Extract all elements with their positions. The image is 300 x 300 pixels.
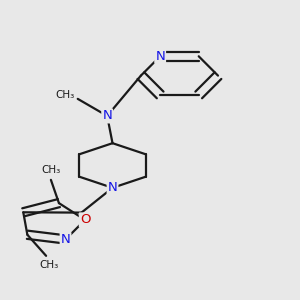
- Text: N: N: [155, 50, 165, 63]
- Text: N: N: [102, 110, 112, 122]
- Text: CH₃: CH₃: [39, 260, 59, 270]
- Text: N: N: [61, 233, 70, 246]
- Text: CH₃: CH₃: [41, 165, 61, 175]
- Text: CH₃: CH₃: [56, 90, 75, 100]
- Text: N: N: [108, 181, 117, 194]
- Text: O: O: [80, 213, 90, 226]
